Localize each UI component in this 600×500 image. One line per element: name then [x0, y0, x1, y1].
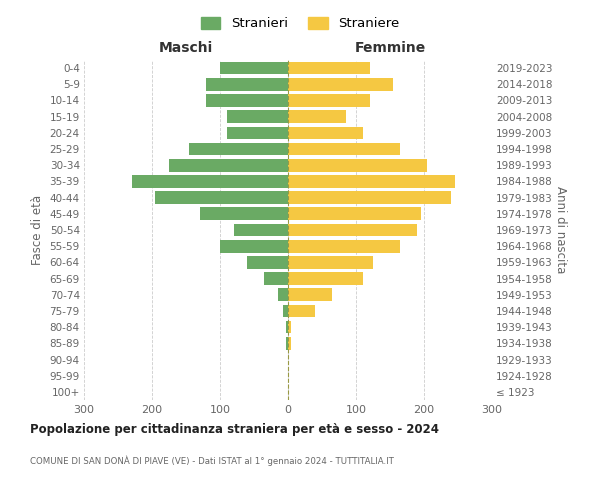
Bar: [288, 240, 400, 252]
Bar: [227, 126, 288, 139]
Text: COMUNE DI SAN DONÀ DI PIAVE (VE) - Dati ISTAT al 1° gennaio 2024 - TUTTITALIA.IT: COMUNE DI SAN DONÀ DI PIAVE (VE) - Dati …: [30, 455, 394, 466]
Bar: [288, 256, 373, 268]
Bar: [220, 62, 288, 74]
Bar: [283, 304, 288, 318]
Bar: [227, 110, 288, 123]
Text: Femmine: Femmine: [355, 41, 425, 55]
Bar: [206, 94, 288, 107]
Bar: [286, 321, 288, 334]
Text: Popolazione per cittadinanza straniera per età e sesso - 2024: Popolazione per cittadinanza straniera p…: [30, 422, 439, 436]
Bar: [288, 321, 292, 334]
Bar: [288, 337, 292, 349]
Bar: [286, 337, 288, 349]
Bar: [200, 208, 288, 220]
Bar: [288, 78, 394, 90]
Legend: Stranieri, Straniere: Stranieri, Straniere: [196, 12, 404, 36]
Bar: [169, 159, 288, 172]
Bar: [288, 159, 427, 172]
Bar: [288, 304, 315, 318]
Bar: [264, 272, 288, 285]
Bar: [220, 240, 288, 252]
Bar: [288, 192, 451, 204]
Bar: [155, 192, 288, 204]
Bar: [190, 142, 288, 156]
Bar: [288, 224, 417, 236]
Bar: [288, 94, 370, 107]
Bar: [288, 62, 370, 74]
Bar: [278, 288, 288, 301]
Bar: [206, 78, 288, 90]
Bar: [288, 208, 421, 220]
Bar: [288, 126, 363, 139]
Y-axis label: Fasce di età: Fasce di età: [31, 195, 44, 265]
Bar: [288, 288, 332, 301]
Y-axis label: Anni di nascita: Anni di nascita: [554, 186, 567, 274]
Bar: [131, 175, 288, 188]
Bar: [288, 175, 455, 188]
Text: Maschi: Maschi: [159, 41, 213, 55]
Bar: [288, 142, 400, 156]
Bar: [233, 224, 288, 236]
Bar: [288, 272, 363, 285]
Bar: [247, 256, 288, 268]
Bar: [288, 110, 346, 123]
